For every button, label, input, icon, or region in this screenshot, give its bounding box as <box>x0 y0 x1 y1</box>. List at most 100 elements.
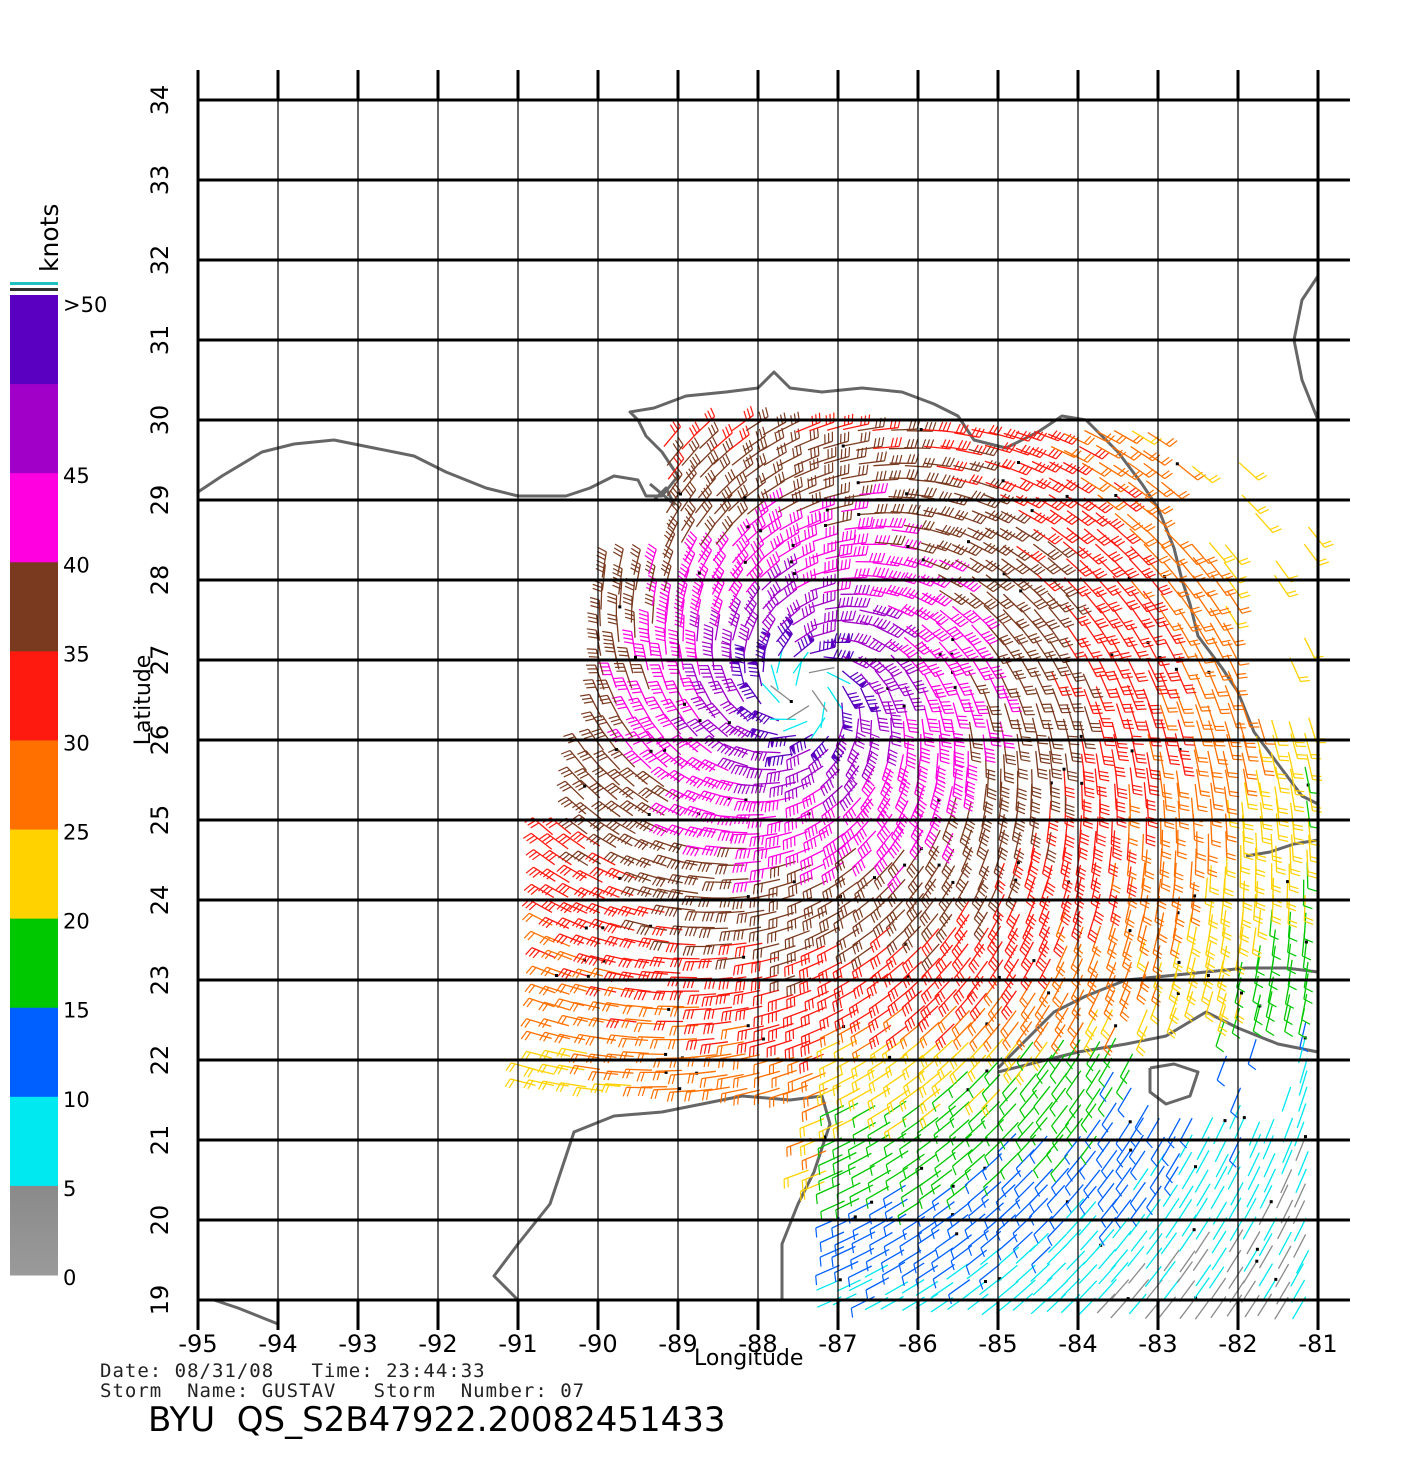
wind-barb <box>1064 786 1075 816</box>
wind-barb <box>539 833 569 850</box>
storm-name-line: Storm Name: GUSTAV Storm Number: 07 <box>100 1380 586 1402</box>
wind-barb <box>1210 765 1225 794</box>
wind-barb <box>938 423 969 435</box>
wind-barb <box>1196 720 1214 747</box>
wind-barb <box>1065 594 1092 616</box>
wind-barb <box>775 411 800 434</box>
wind-barb <box>1169 928 1180 959</box>
wind-barb <box>728 425 750 452</box>
wind-barb <box>504 1078 536 1089</box>
wind-barb <box>801 1170 827 1191</box>
wind-barb <box>836 1279 861 1292</box>
wind-barb <box>1083 606 1109 629</box>
wind-barb <box>1001 990 1017 1020</box>
wind-barb <box>760 459 783 484</box>
wind-barb <box>733 989 761 1006</box>
wind-barb <box>848 1088 872 1112</box>
wind-barb <box>1240 702 1260 728</box>
wind-barb <box>1241 752 1258 780</box>
wind-barb <box>951 1133 973 1161</box>
wind-barb <box>1047 592 1075 613</box>
wind-barb <box>1016 770 1027 801</box>
wind-barb <box>1085 1009 1099 1041</box>
colorbar-segment <box>10 384 58 474</box>
wind-barb <box>1215 1021 1225 1053</box>
wind-barb <box>603 642 620 670</box>
wind-barb <box>918 1184 941 1209</box>
wind-barb <box>1211 1230 1227 1254</box>
florida-keys <box>1245 838 1319 858</box>
wind-barb <box>591 800 621 818</box>
wind-barb <box>886 735 898 767</box>
wind-barb <box>648 802 680 816</box>
wind-barb <box>703 624 714 655</box>
wind-barb <box>1066 1117 1084 1148</box>
wind-barb <box>919 1071 941 1099</box>
wind-barb <box>1092 831 1104 862</box>
wind-barb <box>1265 991 1275 1023</box>
wind-barb <box>1126 684 1147 711</box>
wind-barb <box>1036 1054 1053 1085</box>
wind-barb <box>1114 588 1141 611</box>
wind-barb <box>523 1067 555 1078</box>
colorbar-cap <box>10 288 58 291</box>
wind-barb <box>1049 1087 1067 1117</box>
wind-barb <box>1019 1073 1038 1103</box>
lon-tick-label: -85 <box>978 1330 1017 1358</box>
wind-barb <box>1297 1151 1309 1176</box>
mexico-yucatan-coast <box>492 1094 832 1302</box>
wind-barb <box>815 1264 840 1286</box>
colorbar-segment <box>10 829 58 920</box>
wind-barb <box>1078 546 1108 565</box>
wind-barb <box>1129 1181 1146 1212</box>
wind-barb <box>920 540 952 552</box>
wind-barb <box>703 702 731 725</box>
wind-barb <box>969 459 1001 471</box>
wind-barb <box>733 1089 761 1106</box>
wind-barb <box>857 830 877 859</box>
wind-barb <box>1164 738 1180 766</box>
wind-barb <box>1129 528 1158 547</box>
wind-barb <box>876 517 907 528</box>
wind-barb <box>1035 1101 1054 1131</box>
wind-barb <box>734 942 763 958</box>
wind-barb <box>1115 703 1135 729</box>
wind-barb <box>800 1026 826 1047</box>
wind-barb <box>1048 652 1072 677</box>
wind-barb <box>1126 513 1156 532</box>
wind-barb <box>1002 545 1033 561</box>
wind-barb <box>619 919 653 931</box>
wind-barb <box>715 515 734 545</box>
wind-barb <box>1270 752 1287 780</box>
wind-barb <box>715 864 745 875</box>
wind-barb <box>1129 704 1148 731</box>
wind-barb <box>570 831 601 847</box>
wind-barb <box>1079 559 1108 579</box>
wind-barb <box>746 659 763 687</box>
wind-barb <box>941 865 956 896</box>
wind-barb <box>1033 430 1065 442</box>
wind-barb <box>951 474 983 486</box>
wind-barb <box>938 652 965 676</box>
wind-barb <box>954 592 984 609</box>
wind-barb <box>1258 749 1275 777</box>
colorbar-segment <box>10 651 58 741</box>
wind-barb <box>1051 526 1081 544</box>
wind-barb <box>1158 687 1179 713</box>
wind-barb <box>744 453 767 479</box>
wind-barb <box>1126 849 1137 880</box>
wind-barb <box>1015 430 1048 442</box>
wind-barb <box>1290 784 1305 813</box>
wind-barb <box>520 1030 552 1041</box>
wind-barb <box>901 1262 925 1287</box>
wind-barb <box>1191 543 1218 565</box>
wind-barb <box>1192 814 1204 844</box>
wind-barb <box>1161 546 1188 567</box>
wind-barb <box>1257 909 1268 941</box>
wind-barb <box>653 1020 684 1031</box>
colorbar-tick-label: 40 <box>63 553 90 577</box>
wind-barb <box>1065 1070 1082 1101</box>
wind-barb <box>638 787 669 802</box>
wind-barb <box>1226 1249 1242 1273</box>
wind-barb <box>585 852 616 866</box>
